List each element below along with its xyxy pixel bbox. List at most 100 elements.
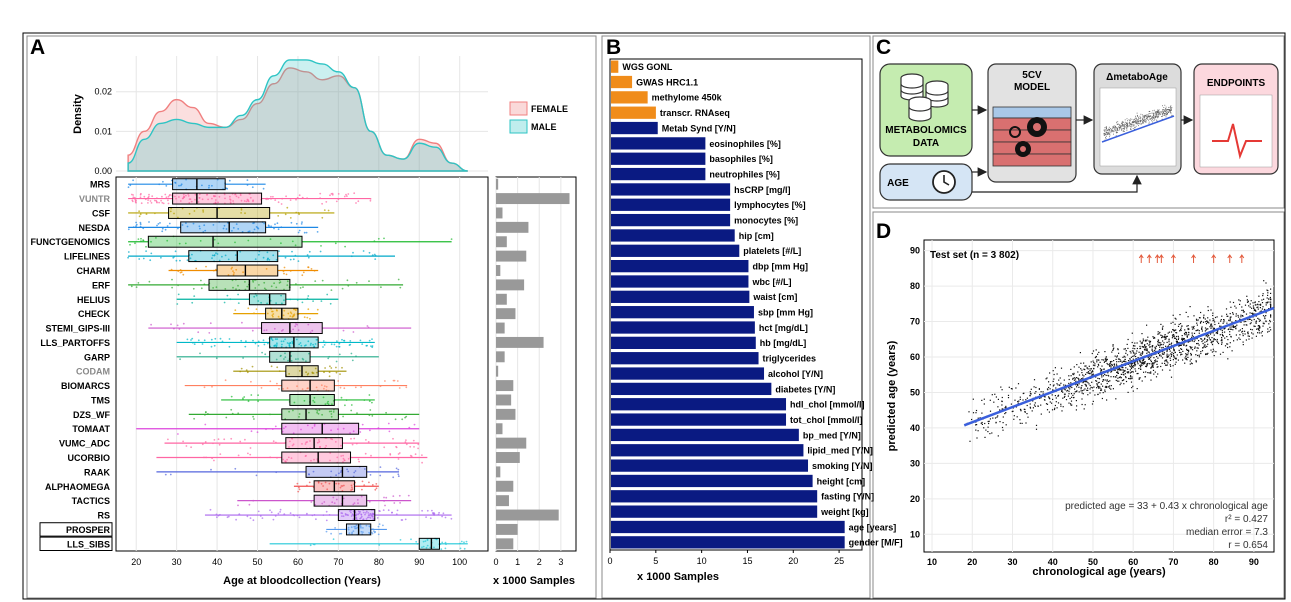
scatter-point [1188,332,1190,334]
scatter-point [1184,362,1186,364]
scatter-point [1010,403,1012,405]
scatter-point [1201,340,1203,343]
scatter-point [1160,365,1162,368]
scatter-point [1257,332,1259,334]
jitter-point [292,328,294,331]
box-category-label: CSF [92,208,111,218]
jitter-point [280,203,283,205]
scatter-point [1070,375,1072,377]
jitter-point [230,395,233,398]
samples-bar [496,207,503,219]
scatter-point [1207,343,1209,345]
scatter-point [1146,349,1148,352]
jitter-point [289,512,292,514]
jitter-point [206,193,209,196]
jitter-point [239,440,242,443]
jitter-point [321,413,323,416]
jitter-point [361,488,363,491]
jitter-point [211,184,213,187]
jitter-point [305,360,307,363]
jitter-point [162,202,165,205]
jitter-point [290,221,293,224]
jitter-point [253,295,256,298]
scatter-point [1098,385,1100,388]
scatter-point [1040,413,1042,415]
jitter-point [135,286,138,288]
jitter-point [171,286,174,289]
scatter-point [1245,320,1247,323]
scatter-point [972,398,974,400]
variable-bar-label: transcr. RNAseq [660,108,730,118]
samples-bar [496,279,525,291]
scatter-point [1088,365,1090,367]
scatter-point [1091,352,1093,355]
scatter-point [1226,313,1228,315]
scatter-point [1255,315,1257,317]
scatter-point [1172,314,1174,316]
scatter-point [1266,302,1268,304]
jitter-point [270,195,272,198]
scatter-point [1178,323,1180,325]
scatter-point [1204,341,1206,343]
jitter-point [298,370,301,372]
scatter-point [1157,331,1159,333]
jitter-point [360,513,363,516]
scatter-point [1213,339,1215,341]
jitter-point [269,380,272,383]
jitter-point [275,258,278,261]
jitter-point [330,367,333,369]
jitter-point [282,458,285,461]
jitter-point [275,345,278,347]
scatter-point [1068,375,1070,377]
scatter-point [1226,343,1228,345]
scatter-point [1102,379,1105,381]
scatter-point [1173,329,1175,331]
jitter-point [208,186,210,189]
jitter-point [274,338,277,340]
scatter-point [1083,368,1085,370]
jitter-point [161,230,164,233]
scatter-point [1146,364,1148,366]
scatter-point [1210,309,1212,311]
scatter-point [1086,389,1088,391]
jitter-point [460,540,463,543]
jitter-point [290,355,293,357]
scatter-point [1029,393,1032,395]
jitter-point [209,508,212,511]
jitter-point [211,197,213,200]
jitter-point [243,396,246,398]
arrow-age-delta [972,174,1142,193]
jitter-point [377,533,380,536]
jitter-point [288,446,290,448]
scatter-point [1268,301,1270,303]
jitter-point [444,541,447,544]
scatter-point [1064,384,1067,386]
scatter-point [1097,353,1099,355]
variable-bar-label: lipid_med [Y/N] [807,446,873,456]
jitter-point [161,201,164,204]
scatter-point [1121,369,1123,371]
thumbnail-point [1138,116,1139,118]
scatter-fit-line [963,306,1275,427]
thumbnail-point [1132,122,1134,124]
scatter-point [1221,343,1223,345]
scatter-point [1193,328,1195,330]
scatter-point [1270,314,1272,316]
scatter-point [1177,359,1179,361]
scatter-point [1258,320,1261,322]
scatter-annotation-median-error: median error = 7.3 [1186,527,1268,538]
scatter-point [1269,321,1271,323]
scatter-point [1104,351,1106,353]
scatter-point [1122,360,1124,362]
scatter-point [1087,387,1089,389]
scatter-point [1077,384,1079,386]
jitter-point [309,317,311,320]
scatter-point [1056,373,1058,375]
scatter-point [1104,389,1106,391]
scatter-point [1246,299,1248,301]
thumbnail-point [1105,135,1107,137]
scatter-point [1078,366,1080,368]
jitter-point [253,228,256,231]
scatter-point [1203,316,1205,318]
scatter-point [1191,340,1193,342]
